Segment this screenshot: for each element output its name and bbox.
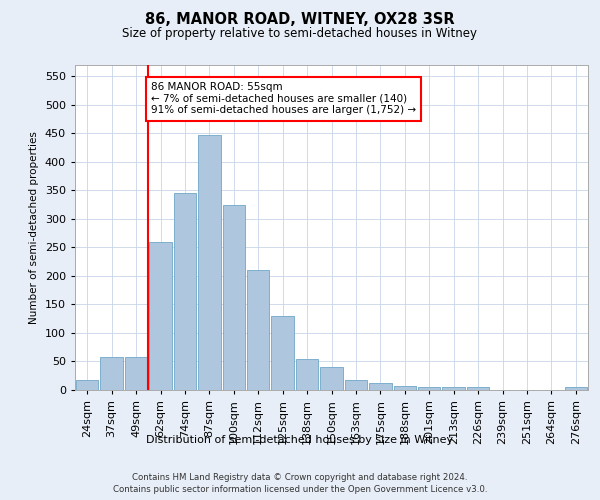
Bar [198, 134, 221, 390]
Text: Contains public sector information licensed under the Open Government Licence v3: Contains public sector information licen… [113, 485, 487, 494]
Bar [296, 358, 319, 390]
Bar [565, 387, 587, 390]
Bar [394, 386, 416, 390]
Bar [369, 383, 392, 390]
Bar [223, 204, 245, 390]
Bar [76, 380, 98, 390]
Bar [467, 387, 490, 390]
Text: Contains HM Land Registry data © Crown copyright and database right 2024.: Contains HM Land Registry data © Crown c… [132, 472, 468, 482]
Y-axis label: Number of semi-detached properties: Number of semi-detached properties [29, 131, 39, 324]
Bar [247, 270, 269, 390]
Bar [418, 387, 440, 390]
Bar [271, 316, 294, 390]
Bar [173, 194, 196, 390]
Text: 86, MANOR ROAD, WITNEY, OX28 3SR: 86, MANOR ROAD, WITNEY, OX28 3SR [145, 12, 455, 28]
Bar [125, 357, 148, 390]
Bar [442, 387, 465, 390]
Text: Size of property relative to semi-detached houses in Witney: Size of property relative to semi-detach… [122, 28, 478, 40]
Bar [320, 367, 343, 390]
Bar [100, 357, 123, 390]
Bar [344, 380, 367, 390]
Text: 86 MANOR ROAD: 55sqm
← 7% of semi-detached houses are smaller (140)
91% of semi-: 86 MANOR ROAD: 55sqm ← 7% of semi-detach… [151, 82, 416, 116]
Text: Distribution of semi-detached houses by size in Witney: Distribution of semi-detached houses by … [146, 435, 454, 445]
Bar [149, 242, 172, 390]
